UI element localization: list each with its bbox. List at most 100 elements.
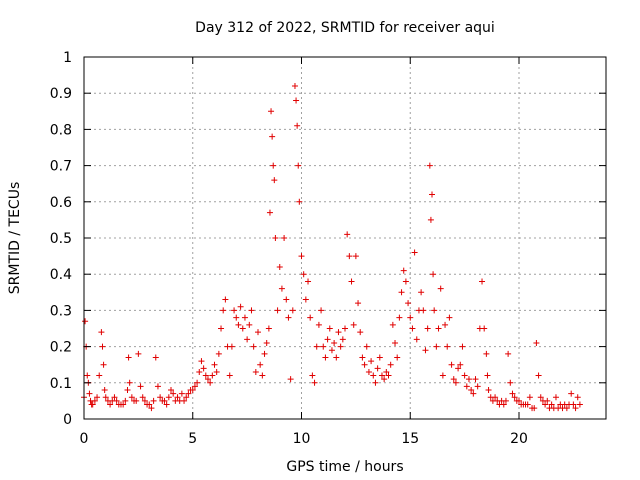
data-point [446, 314, 453, 321]
data-point [424, 325, 431, 332]
data-point [244, 336, 251, 343]
axis-ticks [83, 56, 606, 420]
data-point [516, 397, 522, 404]
data-point [185, 390, 192, 397]
data-point [183, 394, 190, 401]
data-point [237, 303, 244, 310]
data-point [444, 343, 451, 350]
data-point [100, 361, 107, 368]
data-point [220, 307, 227, 314]
data-point [239, 325, 246, 332]
data-point [568, 390, 575, 397]
data-point [261, 350, 268, 357]
data-point [544, 397, 551, 404]
data-point [511, 394, 518, 401]
data-point [509, 390, 516, 397]
data-point [248, 307, 255, 314]
data-point [392, 339, 399, 346]
data-point [178, 390, 185, 397]
data-point [552, 394, 559, 401]
data-point [295, 162, 302, 169]
data-point [141, 397, 148, 404]
data-point [350, 321, 357, 328]
data-point [376, 354, 383, 361]
data-point [535, 372, 542, 379]
data-point [574, 394, 581, 401]
y-tick-label: 0.8 [50, 122, 72, 138]
data-point [204, 376, 211, 383]
data-point [455, 365, 462, 372]
data-point [189, 387, 196, 394]
data-point [502, 397, 509, 404]
data-point [305, 278, 312, 285]
data-point [394, 354, 401, 361]
data-point [146, 401, 153, 408]
data-point [126, 379, 133, 386]
data-point [161, 397, 168, 404]
data-point [352, 253, 359, 260]
data-point [407, 314, 414, 321]
y-tick-label: 0.7 [50, 159, 72, 175]
y-tick-label: 0.5 [50, 231, 72, 247]
data-point [252, 368, 259, 375]
data-point [442, 321, 449, 328]
data-point [235, 321, 242, 328]
data-point [266, 209, 273, 216]
data-point [298, 253, 305, 260]
data-point [411, 249, 418, 256]
data-point [98, 329, 105, 336]
data-point [537, 394, 544, 401]
data-point [124, 387, 131, 394]
data-point [120, 401, 127, 408]
data-point [328, 347, 335, 354]
data-point [170, 390, 177, 397]
data-point [483, 350, 490, 357]
data-point [128, 394, 135, 401]
data-point [228, 343, 235, 350]
data-point [383, 368, 390, 375]
data-point [271, 177, 278, 184]
data-point [82, 318, 89, 325]
data-point [439, 372, 446, 379]
data-point [246, 321, 253, 328]
data-point [524, 401, 531, 408]
data-point [435, 325, 442, 332]
data-point [363, 343, 370, 350]
chart-title: Day 312 of 2022, SRMTID for receiver aqu… [195, 20, 495, 36]
data-point [215, 350, 222, 357]
data-point [137, 383, 144, 390]
data-point [218, 325, 225, 332]
data-point [113, 397, 120, 404]
data-point [241, 314, 248, 321]
data-point [133, 397, 140, 404]
data-point [333, 354, 340, 361]
data-point [233, 314, 240, 321]
x-tick-label: 5 [188, 431, 197, 447]
data-point [320, 343, 327, 350]
data-point [398, 289, 405, 296]
data-point [500, 401, 507, 408]
data-point [157, 394, 164, 401]
data-point [452, 379, 459, 386]
data-point [572, 405, 579, 412]
y-axis-label: SRMTID / TECUs [7, 182, 23, 295]
data-point [265, 325, 272, 332]
data-point [269, 133, 276, 140]
y-tick-label: 0.1 [50, 376, 72, 392]
data-point [313, 343, 320, 350]
data-point [359, 354, 366, 361]
data-point [389, 321, 396, 328]
data-point [135, 350, 142, 357]
data-point [465, 376, 472, 383]
data-point [374, 365, 381, 372]
data-point [294, 122, 301, 129]
data-point [533, 339, 540, 346]
data-point [342, 325, 348, 332]
data-point [507, 379, 514, 386]
data-point [470, 390, 477, 397]
data-point [150, 397, 157, 404]
data-point [211, 361, 218, 368]
data-point [461, 372, 468, 379]
data-point [300, 271, 307, 278]
